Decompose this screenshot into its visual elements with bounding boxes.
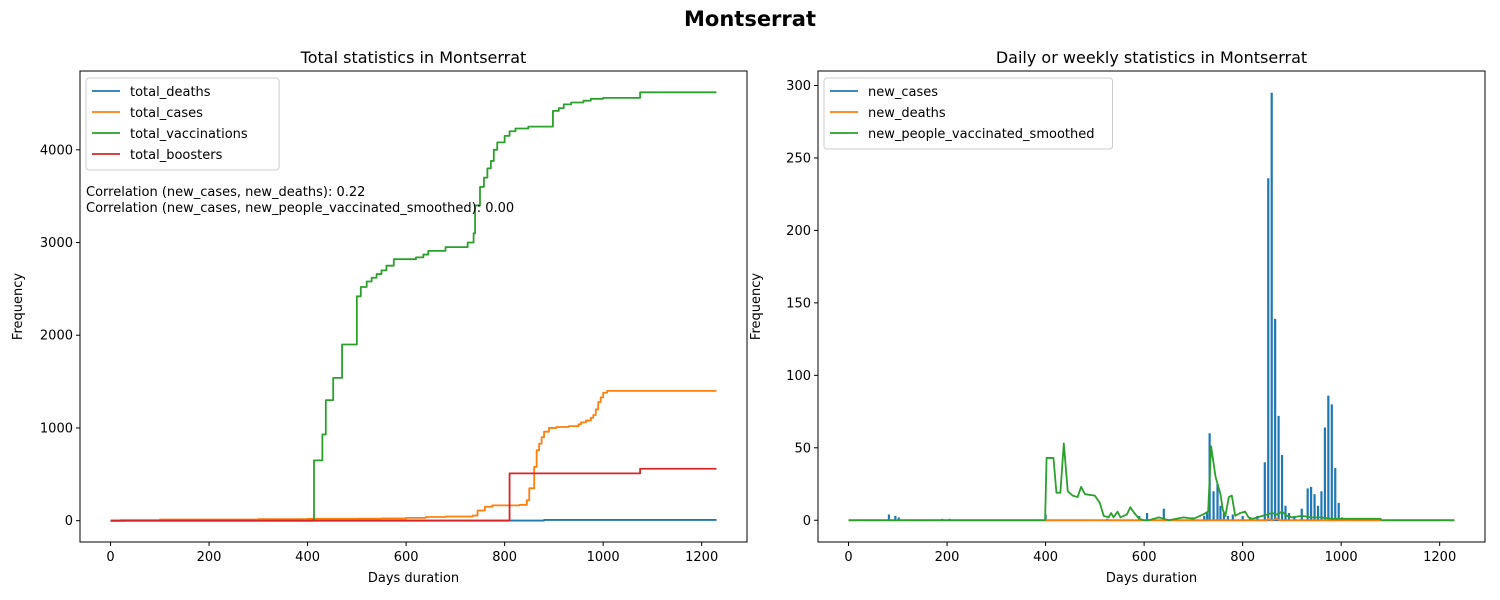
y-axis-label: Frequency [749, 273, 764, 340]
y-tick-label: 100 [786, 369, 811, 384]
series-new-deaths [848, 517, 1455, 522]
x-tick-label: 1200 [1423, 550, 1456, 565]
plot-frame [817, 70, 1486, 543]
y-tick-label: 1000 [40, 421, 73, 436]
legend-box [85, 77, 280, 171]
x-tick-label: 600 [394, 550, 419, 565]
y-tick-label: 250 [786, 151, 811, 166]
y-tick-label: 200 [786, 224, 811, 239]
legend-label: new_cases [868, 85, 938, 100]
figure-title: Montserrat [684, 7, 816, 31]
legend: new_cases new_deaths new_people_vaccinated… [823, 77, 1113, 150]
x-tick-label: 400 [1033, 550, 1058, 565]
y-tick-label: 3000 [40, 236, 73, 251]
legend-label: total_cases [130, 106, 203, 121]
legend-label: total_vaccinations [130, 127, 248, 142]
x-tick-label: 1200 [685, 550, 718, 565]
x-tick-label: 600 [1132, 550, 1157, 565]
y-tick-label: 50 [794, 441, 811, 456]
x-tick-label: 200 [197, 550, 222, 565]
correlation-annotation: Correlation (new_cases, new_deaths): 0.2… [86, 185, 365, 200]
y-tick-label: 0 [803, 514, 811, 529]
y-tick-label: 4000 [40, 143, 73, 158]
x-tick-label: 1000 [1325, 550, 1358, 565]
y-tick-label: 2000 [40, 329, 73, 344]
legend-label: new_deaths [868, 106, 946, 121]
series-group [848, 92, 1455, 522]
y-axis-label: Frequency [11, 273, 26, 340]
series-total-cases [110, 389, 717, 522]
x-axis-label: Days duration [1106, 571, 1197, 586]
series-total-boosters [110, 467, 717, 522]
x-tick-label: 200 [935, 550, 960, 565]
legend-label: total_boosters [130, 148, 223, 163]
series-group [110, 91, 717, 522]
x-tick-label: 1000 [587, 550, 620, 565]
chart-panel-1: Total statistics in Montserrat 0 200 400 600… [11, 48, 748, 586]
legend: total_deaths total_cases total_vaccination… [85, 77, 280, 171]
series-total-vaccinations [110, 91, 717, 522]
y-tick-label: 150 [786, 296, 811, 311]
y-tick-label: 0 [65, 514, 73, 529]
x-axis-label: Days duration [368, 571, 459, 586]
legend-label: total_deaths [130, 85, 211, 100]
legend-label: new_people_vaccinated_smoothed [868, 127, 1094, 142]
x-tick-label: 0 [844, 550, 852, 565]
plot-frame [79, 70, 748, 543]
x-tick-label: 800 [492, 550, 517, 565]
x-tick-label: 400 [295, 550, 320, 565]
x-tick-label: 0 [106, 550, 114, 565]
series-new-people-vaccinated-smoothed [848, 442, 1455, 522]
x-tick-label: 800 [1230, 550, 1255, 565]
correlation-annotation: Correlation (new_cases, new_people_vacci… [86, 201, 514, 216]
chart-title: Daily or weekly statistics in Montserrat [996, 48, 1307, 67]
legend-box [823, 77, 1113, 150]
chart-panel-2: Daily or weekly statistics in Montserrat… [749, 48, 1486, 586]
y-tick-label: 300 [786, 79, 811, 94]
chart-title: Total statistics in Montserrat [300, 48, 527, 67]
